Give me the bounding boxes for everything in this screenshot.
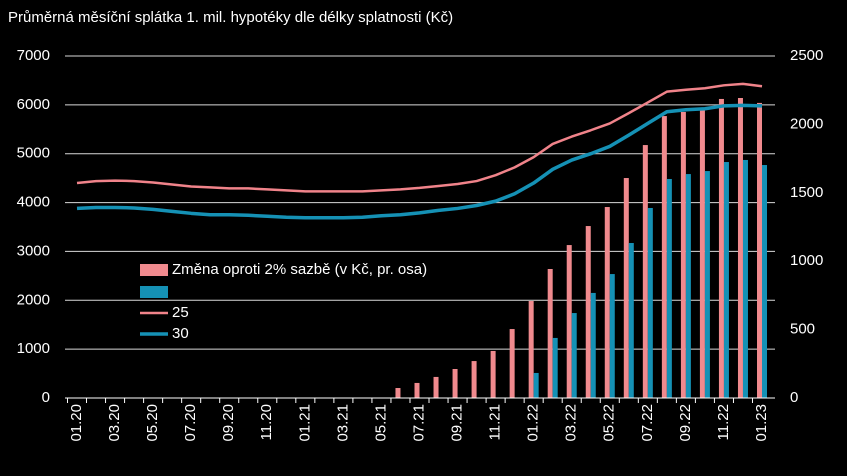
bar [723, 162, 729, 398]
bar [528, 301, 534, 398]
bar [609, 274, 615, 398]
bar [762, 165, 767, 398]
x-tick-label: 03.21 [334, 404, 351, 442]
y-tick-label: 2000 [17, 291, 50, 308]
bar [552, 337, 558, 398]
bar [666, 178, 672, 398]
x-tick-label: 09.21 [449, 404, 466, 442]
bar [547, 268, 553, 398]
y2-tick-label: 2500 [790, 47, 823, 64]
x-tick-label: 05.20 [144, 404, 161, 442]
y-tick-label: 0 [42, 389, 50, 406]
bar [490, 350, 496, 398]
bar [590, 292, 596, 398]
y2-tick-label: 1000 [790, 252, 823, 269]
bar [509, 329, 515, 398]
x-tick-label: 01.20 [68, 404, 85, 442]
x-tick-label: 05.22 [601, 404, 618, 442]
legend-label: 25 [172, 304, 189, 321]
bar [452, 368, 458, 398]
bar [604, 207, 610, 398]
line-series [76, 82, 763, 193]
x-tick-label: 11.20 [258, 404, 275, 440]
x-tick-label: 07.22 [639, 404, 656, 442]
bar [585, 226, 591, 398]
bar [680, 111, 686, 398]
y-tick-label: 1000 [17, 340, 50, 357]
bar [642, 145, 648, 398]
x-tick-label: 09.22 [677, 404, 694, 442]
bar [699, 110, 705, 398]
x-tick-label: 01.23 [753, 404, 770, 442]
bar [395, 388, 401, 398]
bar [757, 102, 762, 399]
y-tick-label: 7000 [17, 47, 50, 64]
bar [471, 361, 477, 398]
x-tick-label: 01.22 [525, 404, 542, 442]
legend-label: 30 [172, 325, 189, 342]
y2-tick-label: 1500 [790, 184, 823, 201]
bar [661, 116, 667, 398]
bar [533, 372, 539, 398]
x-tick-label: 03.20 [106, 404, 123, 442]
x-tick-label: 07.20 [182, 404, 199, 442]
line-series [76, 103, 763, 220]
bar [571, 313, 577, 398]
bar [685, 174, 691, 398]
x-tick-label: 05.21 [372, 404, 389, 442]
bar [704, 171, 710, 398]
y-tick-label: 4000 [17, 194, 50, 211]
x-tick-label: 11.21 [487, 404, 504, 440]
legend-swatch [140, 264, 168, 276]
x-tick-label: 09.20 [220, 404, 237, 442]
y2-tick-label: 0 [790, 389, 798, 406]
y-tick-label: 3000 [17, 242, 50, 259]
y-tick-label: 6000 [17, 96, 50, 113]
bar [647, 207, 653, 398]
x-tick-label: 01.21 [296, 404, 313, 442]
legend-label: Změna oproti 2% sazbě (v Kč, pr. osa) [172, 261, 427, 278]
x-tick-label: 11.22 [715, 404, 732, 440]
chart-title: Průměrná měsíční splátka 1. mil. hypoték… [8, 9, 453, 26]
bar [433, 376, 439, 398]
legend-swatch [140, 286, 168, 298]
x-tick-label: 03.22 [563, 404, 580, 442]
bar [737, 97, 743, 399]
bar [414, 382, 420, 398]
y2-tick-label: 500 [790, 321, 815, 338]
x-tick-label: 07.21 [410, 404, 427, 442]
y-tick-label: 5000 [17, 145, 50, 162]
y2-tick-label: 2000 [790, 115, 823, 132]
bar [718, 98, 724, 398]
bar [566, 245, 572, 398]
bar [623, 178, 629, 398]
bar [628, 243, 634, 398]
bar [742, 159, 748, 398]
